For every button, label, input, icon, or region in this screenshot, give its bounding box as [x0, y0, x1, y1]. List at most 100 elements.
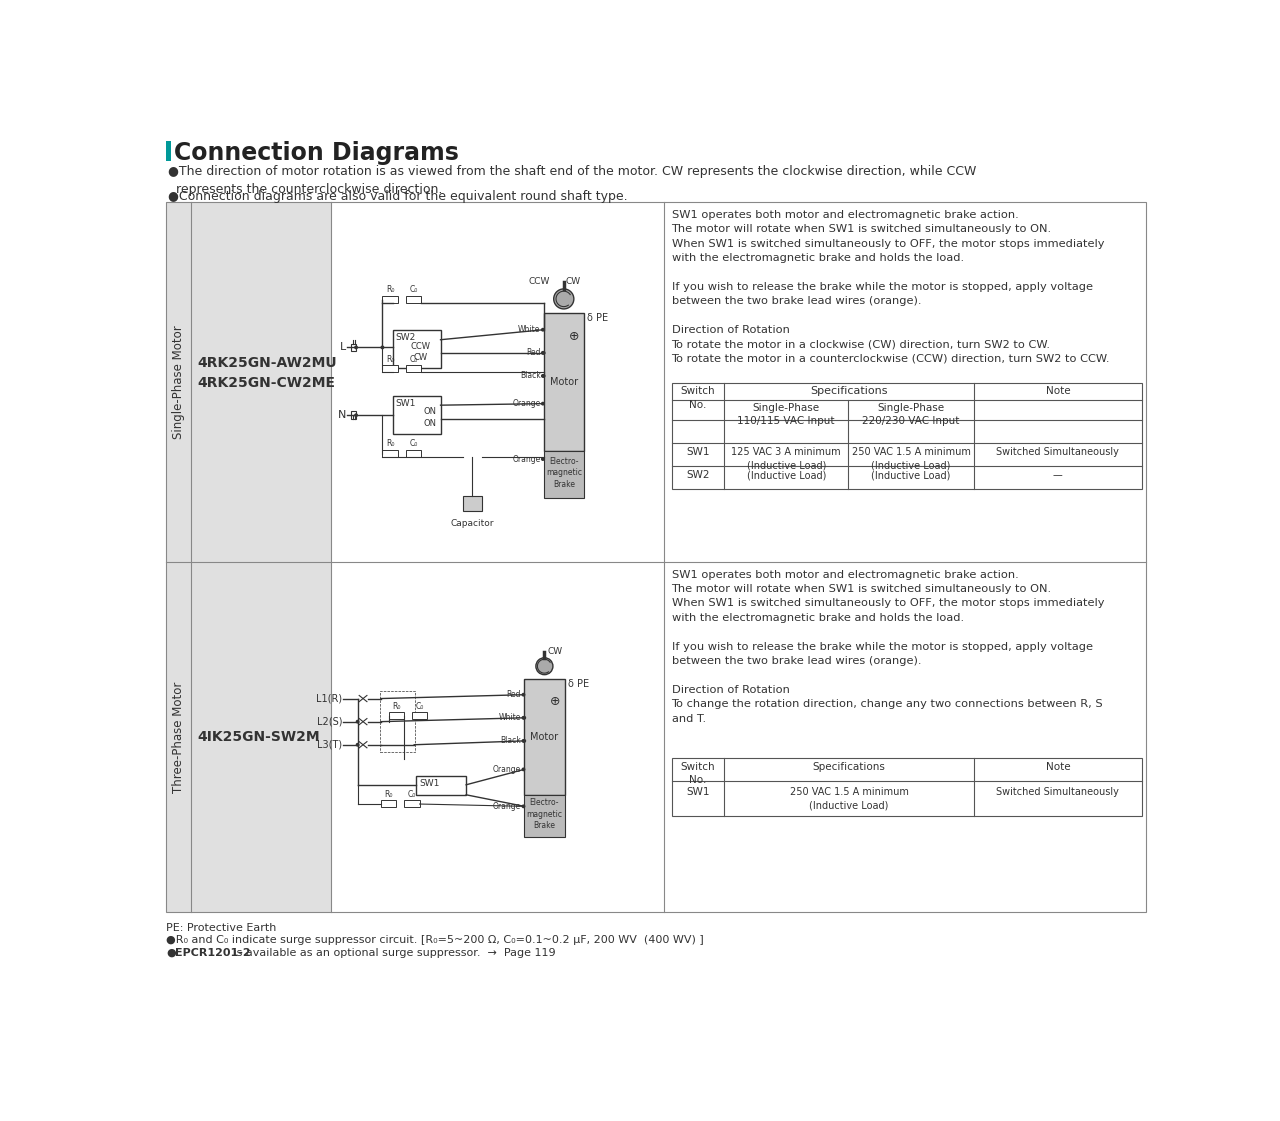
Bar	[383, 450, 398, 456]
Text: L1(R): L1(R)	[316, 694, 342, 704]
Text: CW: CW	[413, 353, 428, 362]
Text: Black: Black	[500, 736, 521, 745]
Bar	[672, 383, 1142, 490]
Text: Switch
No.: Switch No.	[681, 387, 716, 409]
Bar	[416, 776, 466, 795]
Text: SW1: SW1	[396, 399, 416, 408]
Text: CW: CW	[566, 277, 580, 286]
Text: Red: Red	[507, 691, 521, 700]
Text: Electro-
magnetic
Brake: Electro- magnetic Brake	[545, 457, 582, 489]
Circle shape	[521, 739, 525, 743]
Text: SW2: SW2	[686, 470, 709, 480]
Bar	[406, 296, 421, 303]
Bar	[406, 450, 421, 456]
Text: δ PE: δ PE	[588, 313, 608, 323]
Circle shape	[521, 693, 525, 696]
Text: CW: CW	[548, 647, 563, 656]
Text: Single-Phase
220/230 VAC Input: Single-Phase 220/230 VAC Input	[863, 404, 960, 426]
Text: Note: Note	[1046, 387, 1070, 397]
Text: Three-Phase Motor: Three-Phase Motor	[172, 682, 186, 793]
Bar	[672, 758, 1142, 816]
Bar	[166, 202, 330, 562]
Text: SW1: SW1	[686, 447, 709, 457]
Text: Note: Note	[1046, 762, 1070, 772]
Bar	[525, 679, 564, 795]
Circle shape	[356, 720, 360, 723]
Text: 250 VAC 1.5 A minimum
(Inductive Load): 250 VAC 1.5 A minimum (Inductive Load)	[790, 787, 909, 810]
Text: ON: ON	[424, 407, 436, 416]
Bar	[383, 365, 398, 372]
Text: ON: ON	[424, 419, 436, 428]
Bar	[544, 313, 584, 452]
Text: CCW: CCW	[411, 342, 430, 351]
Bar	[383, 296, 398, 303]
Text: C₀: C₀	[410, 354, 417, 363]
Text: SW2: SW2	[396, 333, 416, 342]
Text: L2(S): L2(S)	[316, 716, 342, 726]
Circle shape	[522, 716, 526, 720]
Circle shape	[355, 345, 358, 350]
Circle shape	[521, 716, 525, 720]
Text: Single-Phase Motor: Single-Phase Motor	[172, 325, 186, 439]
Text: Orange: Orange	[493, 802, 521, 810]
Text: R₀: R₀	[387, 354, 394, 363]
Bar	[406, 365, 421, 372]
Bar	[525, 795, 564, 837]
Text: ●R₀ and C₀ indicate surge suppressor circuit. [R₀=5~200 Ω, C₀=0.1~0.2 μF, 200 WV: ●R₀ and C₀ indicate surge suppressor cir…	[166, 935, 704, 945]
Circle shape	[541, 351, 545, 354]
Text: is available as an optional surge suppressor.  →  Page 119: is available as an optional surge suppre…	[229, 947, 556, 957]
Text: 125 VAC 3 A minimum
(Inductive Load): 125 VAC 3 A minimum (Inductive Load)	[731, 447, 841, 471]
Text: C₀: C₀	[408, 789, 416, 798]
Text: R₀: R₀	[392, 702, 401, 711]
Text: EPCR1201-2: EPCR1201-2	[175, 947, 251, 957]
Circle shape	[521, 768, 525, 771]
Text: Orange: Orange	[493, 765, 521, 773]
Circle shape	[541, 327, 545, 332]
Bar	[412, 713, 428, 720]
Text: 4RK25GN-AW2MU
4RK25GN-CW2ME: 4RK25GN-AW2MU 4RK25GN-CW2ME	[197, 355, 337, 390]
Text: Electro-
magnetic
Brake: Electro- magnetic Brake	[526, 798, 562, 830]
Text: SW1: SW1	[420, 779, 440, 788]
Bar	[404, 800, 420, 807]
Bar	[463, 495, 481, 511]
Text: (Inductive Load): (Inductive Load)	[872, 470, 951, 480]
Bar	[166, 562, 330, 912]
Circle shape	[541, 374, 545, 378]
Bar	[166, 140, 170, 160]
Text: CCW: CCW	[529, 277, 550, 286]
Text: Specifications: Specifications	[813, 762, 886, 772]
Text: White: White	[499, 713, 521, 722]
Circle shape	[541, 401, 545, 406]
Text: R₀: R₀	[384, 789, 393, 798]
Circle shape	[380, 345, 384, 350]
Text: —: —	[1053, 470, 1062, 480]
Text: L: L	[339, 342, 346, 352]
Text: Orange: Orange	[512, 399, 540, 408]
Text: Specifications: Specifications	[810, 387, 888, 397]
Circle shape	[536, 658, 553, 675]
Text: C₀: C₀	[410, 439, 417, 448]
Text: PE: Protective Earth: PE: Protective Earth	[166, 923, 276, 933]
Text: Switch
No.: Switch No.	[681, 762, 716, 786]
Text: ⊕: ⊕	[550, 695, 561, 707]
Text: Orange: Orange	[512, 455, 540, 464]
Text: (Inductive Load): (Inductive Load)	[746, 470, 826, 480]
Bar	[393, 330, 440, 368]
Text: Switched Simultaneously: Switched Simultaneously	[996, 447, 1119, 457]
Text: ●Connection diagrams are also valid for the equivalent round shaft type.: ●Connection diagrams are also valid for …	[168, 189, 627, 203]
Text: Motor: Motor	[530, 732, 558, 742]
Circle shape	[356, 743, 360, 747]
Text: C₀: C₀	[410, 286, 417, 295]
Circle shape	[355, 414, 358, 417]
Bar	[393, 396, 440, 435]
Text: Connection Diagrams: Connection Diagrams	[174, 140, 458, 165]
Text: White: White	[518, 325, 540, 334]
Text: SW1 operates both motor and electromagnetic brake action.
The motor will rotate : SW1 operates both motor and electromagne…	[672, 210, 1110, 364]
Text: L3(T): L3(T)	[317, 740, 342, 750]
Circle shape	[541, 351, 545, 354]
Bar	[352, 343, 356, 351]
Text: Black: Black	[520, 371, 540, 380]
Bar	[166, 202, 1146, 912]
Text: 250 VAC 1.5 A minimum
(Inductive Load): 250 VAC 1.5 A minimum (Inductive Load)	[851, 447, 970, 471]
Bar	[352, 411, 356, 419]
